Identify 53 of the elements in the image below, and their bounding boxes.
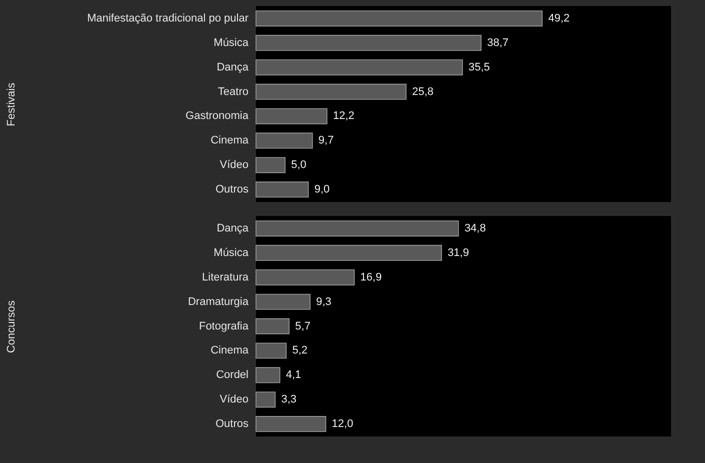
bar <box>256 84 406 100</box>
y-tick-label: Dramaturgia <box>188 296 250 308</box>
y-tick-label: Manifestação tradicional po pular <box>87 12 249 24</box>
data-label: 5,0 <box>291 159 306 172</box>
bar <box>256 318 290 334</box>
y-tick-label: Fotografia <box>198 320 250 332</box>
data-label: 16,9 <box>360 271 382 284</box>
y-tick-label: Cordel <box>216 369 248 382</box>
y-tick-label: Cinema <box>210 134 250 147</box>
y-tick-label: Outros <box>215 418 249 430</box>
data-label: 5,2 <box>292 344 308 357</box>
y-tick-label: Gastronomia <box>186 110 250 122</box>
bar <box>256 59 463 76</box>
y-tick-label: Dança <box>216 222 250 234</box>
data-label: 35,5 <box>468 61 490 74</box>
bar <box>256 220 459 236</box>
data-label: 25,8 <box>412 86 434 98</box>
y-tick-label: Literatura <box>202 271 250 284</box>
bar <box>256 182 309 198</box>
bar <box>256 294 310 310</box>
data-label: 9,0 <box>314 184 330 196</box>
y-tick-label: Cinema <box>210 344 250 357</box>
bar <box>256 108 328 124</box>
bar <box>256 392 276 408</box>
bar <box>256 157 286 174</box>
data-label: 12,0 <box>332 418 354 430</box>
data-label: 9,7 <box>318 134 334 147</box>
bar <box>256 269 355 286</box>
y-tick-label: Música <box>214 36 250 49</box>
bar <box>256 10 543 26</box>
data-label: 38,7 <box>487 36 509 49</box>
y-tick-label: Vídeo <box>220 159 248 172</box>
y-tick-label: Vídeo <box>220 394 248 406</box>
bar <box>256 244 442 261</box>
data-label: 9,3 <box>316 296 332 308</box>
data-label: 3,3 <box>281 394 296 406</box>
data-label: 31,9 <box>448 246 469 259</box>
y-axis-title: Festivais <box>6 82 18 126</box>
y-tick-label: Teatro <box>218 86 248 98</box>
bar <box>256 342 287 359</box>
bar <box>256 416 326 432</box>
y-tick-label: Dança <box>216 61 250 74</box>
bar <box>256 34 482 51</box>
bar <box>256 367 280 384</box>
data-label: 12,2 <box>332 110 354 122</box>
y-tick-label: Outros <box>215 184 249 196</box>
bar <box>256 132 313 149</box>
data-label: 4,1 <box>286 369 302 382</box>
data-label: 34,8 <box>464 222 486 234</box>
y-tick-label: Música <box>214 246 250 259</box>
data-label: 5,7 <box>295 320 310 332</box>
data-label: 49,2 <box>548 12 570 24</box>
y-axis-title: Concursos <box>6 300 18 354</box>
